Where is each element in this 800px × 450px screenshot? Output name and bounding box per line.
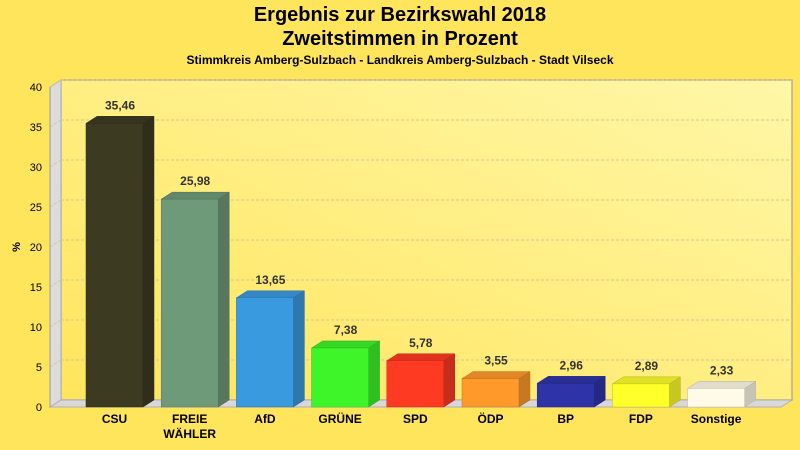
gridline-side (49, 199, 62, 208)
bar-front (386, 360, 445, 408)
bar-value-label: 2,89 (635, 359, 659, 373)
bar-top (611, 376, 682, 385)
gridline-side (49, 159, 62, 168)
y-tick-label: 35 (30, 122, 42, 134)
y-tick-label: 10 (30, 322, 42, 334)
bar-value-label: 3,55 (484, 354, 508, 368)
bar-top (686, 381, 757, 389)
gridline-side (49, 279, 62, 288)
y-tick-label: 5 (36, 362, 42, 374)
bar-top (85, 116, 155, 124)
x-tick-label: Sonstige (691, 412, 742, 426)
bar-top (536, 376, 607, 384)
gridline-side (49, 79, 62, 88)
gridline-side (49, 359, 62, 368)
bar-csu (85, 115, 155, 408)
gridline-side (49, 239, 62, 248)
chart-subtitle: Zweitstimmen in Prozent (282, 28, 518, 50)
bar-value-label: 2,33 (710, 363, 734, 377)
y-tick-label: 15 (30, 282, 42, 294)
x-tick-label: FREIE (172, 412, 207, 426)
bar-value-label: 2,96 (560, 358, 584, 372)
bar-side (293, 290, 305, 408)
bar-sonstige (686, 380, 757, 408)
y-tick-label: 40 (30, 82, 42, 94)
chart-region-subtitle: Stimmkreis Amberg-Sulzbach - Landkreis A… (186, 53, 614, 67)
x-tick-label: GRÜNE (318, 411, 361, 426)
bar-top (160, 191, 231, 200)
x-tick-label: ÖDP (477, 411, 503, 426)
bar-freie-wähler (160, 191, 231, 408)
bar-front (687, 388, 745, 408)
x-tick-label: FDP (629, 412, 653, 426)
bar-value-label: 35,46 (105, 98, 135, 112)
bar-value-label: 7,38 (334, 323, 358, 337)
x-tick-label: WÄHLER (163, 426, 216, 441)
bar-front (85, 123, 144, 408)
bar-front (236, 297, 294, 408)
y-axis-label: % (11, 242, 23, 252)
gridline-side (49, 319, 62, 328)
bar-side (217, 191, 230, 408)
bar-front (536, 383, 595, 408)
x-tick-label: SPD (403, 412, 428, 426)
bar-ödp (461, 371, 531, 408)
gridline-side (49, 119, 62, 128)
bar-top (461, 371, 531, 379)
bar-front (612, 383, 670, 408)
bar-value-label: 5,78 (409, 336, 433, 350)
bar-side (443, 353, 456, 408)
bar-value-label: 13,65 (255, 273, 285, 287)
bar-top (385, 353, 456, 362)
bar-value-label: 25,98 (180, 174, 210, 188)
y-tick-label: 0 (36, 402, 42, 414)
bar-front (311, 347, 369, 408)
bar-front (461, 378, 520, 408)
bar-fdp (611, 376, 682, 408)
x-tick-label: AfD (254, 412, 276, 426)
bar-bp (536, 375, 607, 408)
y-tick-label: 20 (30, 242, 42, 254)
bar-spd (385, 353, 456, 408)
bar-grüne (310, 340, 381, 408)
bar-side (368, 340, 380, 408)
x-tick-label: CSU (102, 412, 127, 426)
bar-top (310, 340, 381, 349)
bar-afd (235, 290, 306, 408)
y-tick-label: 25 (30, 202, 42, 214)
y-tick-label: 30 (30, 162, 42, 174)
x-tick-label: BP (557, 412, 574, 426)
bar-top (235, 290, 306, 299)
bar-front (160, 198, 219, 408)
bar-side (142, 115, 155, 408)
chart-title: Ergebnis zur Bezirkswahl 2018 (253, 4, 547, 26)
